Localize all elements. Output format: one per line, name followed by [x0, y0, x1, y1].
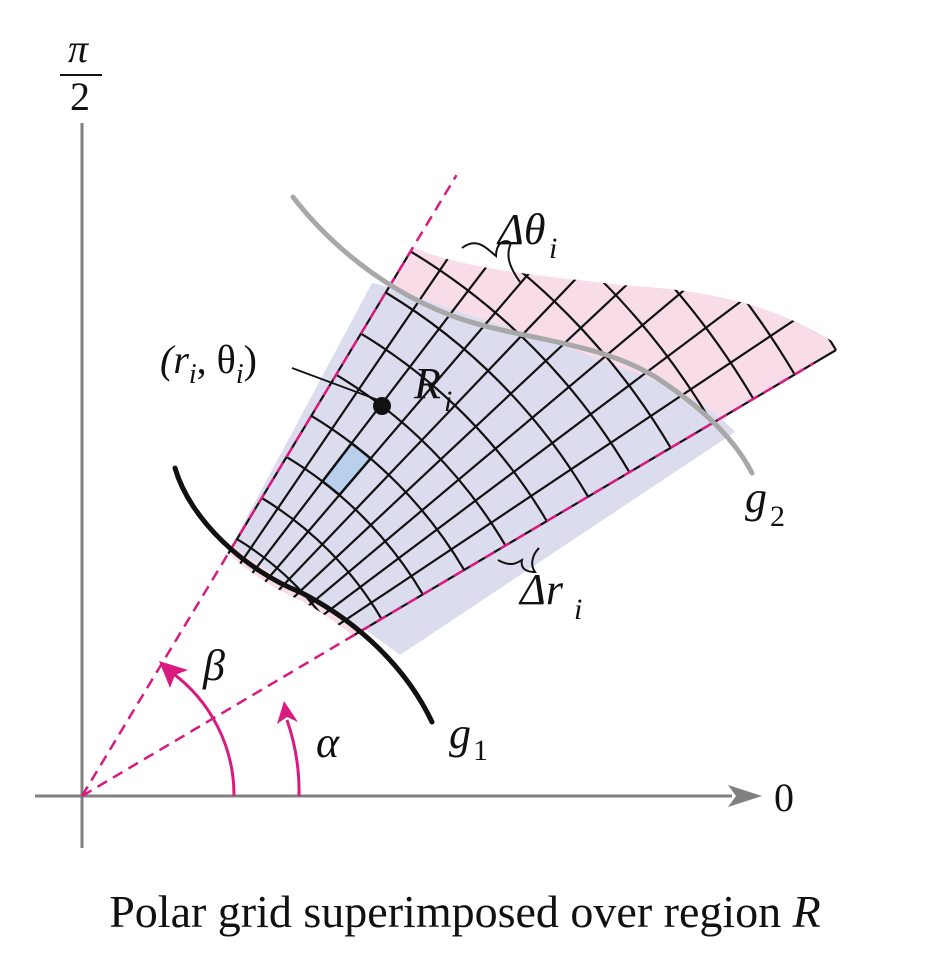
grid-arc — [360, 332, 548, 522]
delta-r-label: Δr — [518, 565, 564, 614]
delta-theta-label: Δθ — [496, 205, 545, 254]
delta-theta-subscript: i — [549, 232, 557, 265]
grid-arc — [335, 373, 507, 547]
grid-arc — [409, 250, 631, 473]
delta-theta-brace — [461, 240, 521, 283]
delta-r-subscript: i — [574, 593, 582, 626]
pi-half-denominator: 2 — [70, 74, 90, 119]
sample-point-dot — [373, 397, 391, 415]
zero-angle-label: 0 — [774, 775, 794, 820]
beta-label: β — [202, 641, 225, 690]
point-label: (ri, θi) — [160, 337, 257, 390]
alpha-angle-arc — [285, 719, 301, 797]
ray-beta — [80, 174, 458, 797]
alpha-label: α — [316, 718, 340, 767]
beta-angle-arc — [170, 670, 236, 797]
region-ri-subscript: i — [444, 385, 452, 418]
grid-radial-line — [280, 231, 754, 630]
grid-radial-line — [297, 308, 812, 653]
grid-radial-line — [239, 210, 615, 591]
grid-arc — [385, 291, 590, 498]
g2-subscript: 2 — [770, 500, 785, 533]
curve-g1 — [172, 465, 435, 725]
region-ri-label: R — [413, 359, 441, 408]
g1-label: g — [449, 709, 471, 758]
beta-arc-arrowhead — [159, 661, 188, 688]
g2-label: g — [745, 473, 767, 522]
point-leader-line — [291, 367, 379, 401]
caption-text: Polar grid superimposed over region — [109, 886, 793, 937]
g1-subscript: 1 — [473, 734, 488, 767]
curve-g2 — [290, 194, 755, 476]
horizontal-axis-arrowhead — [728, 785, 762, 807]
figure-caption: Polar grid superimposed over region R — [0, 885, 930, 938]
pi-half-numerator: π — [68, 26, 89, 71]
ray-alpha — [81, 362, 815, 798]
grid-radial-line — [227, 210, 576, 582]
polar-grid-diagram: π 2 0 β α g 1 g 2 Δθ i Δr i (ri, θi) R i — [35, 26, 837, 848]
region-r-fill — [232, 283, 735, 655]
alpha-arc-arrowhead — [277, 701, 298, 724]
grid-radial-line — [250, 210, 653, 600]
grid-radial-line — [289, 269, 784, 641]
delta-r-brace — [497, 547, 540, 574]
caption-region: R — [792, 886, 821, 937]
